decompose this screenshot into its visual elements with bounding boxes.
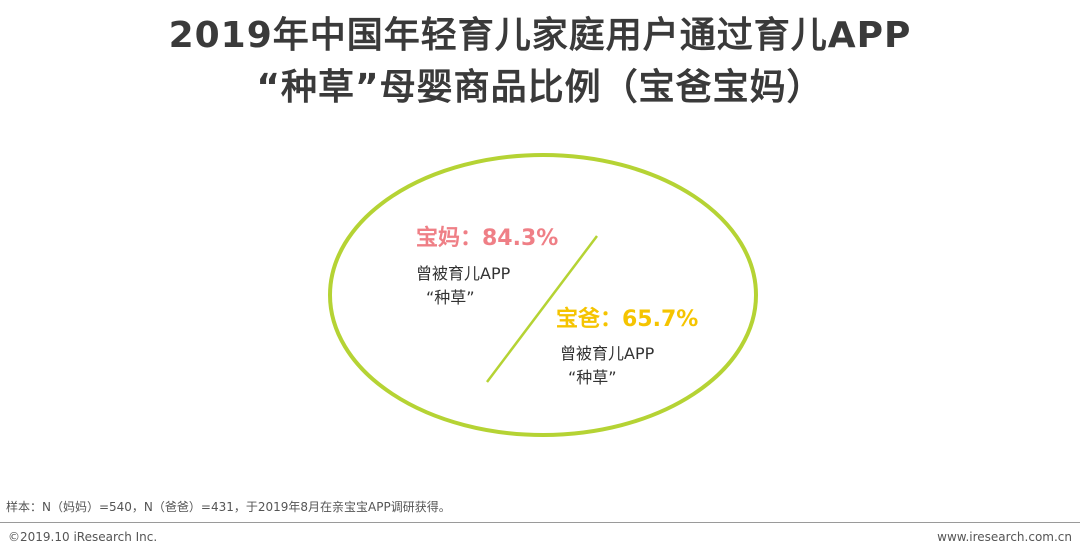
mom-desc-line1: 曾被育儿APP: [416, 264, 511, 283]
chart-title: 2019年中国年轻育儿家庭用户通过育儿APP “种草”母婴商品比例（宝爸宝妈）: [0, 10, 1080, 114]
footer-website: www.iresearch.com.cn: [937, 530, 1072, 544]
dad-desc-line2: “种草”: [568, 368, 617, 387]
mom-desc-line2: “种草”: [426, 288, 475, 307]
mom-stat-description: 曾被育儿APP “种草”: [416, 262, 510, 310]
sample-footnote: 样本：N（妈妈）=540，N（爸爸）=431，于2019年8月在亲宝宝APP调研…: [6, 500, 451, 514]
dad-stat-label: 宝爸：65.7%: [556, 307, 699, 332]
dad-desc-line1: 曾被育儿APP: [560, 344, 655, 363]
chart-divider-line: [486, 235, 598, 383]
footer-divider: [0, 522, 1080, 523]
footer-copyright: ©2019.10 iResearch Inc.: [8, 530, 158, 544]
chart-ellipse: [328, 153, 758, 437]
dad-stat-description: 曾被育儿APP “种草”: [560, 342, 654, 390]
mom-stat-label: 宝妈：84.3%: [416, 226, 559, 251]
chart-title-line2: “种草”母婴商品比例（宝爸宝妈）: [256, 67, 824, 108]
chart-title-line1: 2019年中国年轻育儿家庭用户通过育儿APP: [168, 15, 912, 56]
